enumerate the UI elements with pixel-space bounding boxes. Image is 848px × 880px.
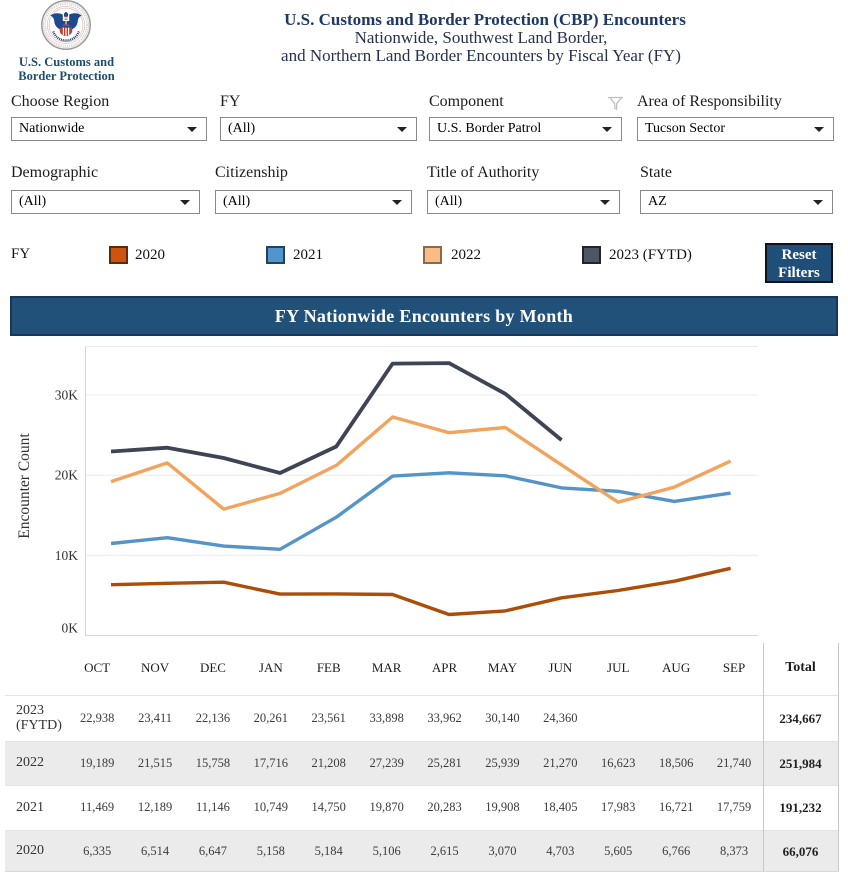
svg-text:0K: 0K (62, 621, 79, 636)
svg-text:10K: 10K (55, 548, 79, 563)
svg-text:30K: 30K (55, 388, 79, 403)
svg-text:Encounter Count: Encounter Count (16, 433, 33, 539)
svg-text:20K: 20K (55, 468, 79, 483)
